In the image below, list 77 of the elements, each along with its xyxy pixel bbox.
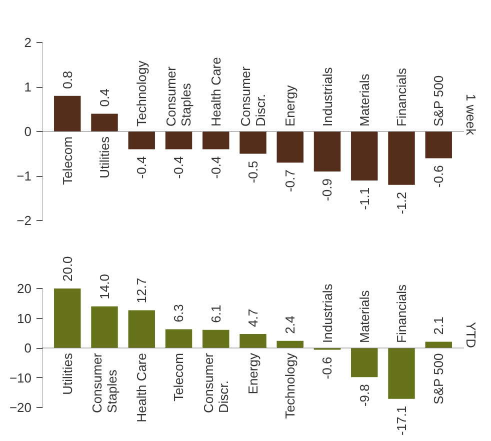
x-tick-label: Materials [356,73,372,126]
bar [240,334,266,348]
data-label: -0.4 [134,156,150,179]
x-tick-label: Consumer Discr. [238,66,268,126]
x-tick-label: Technology [134,60,150,126]
bar [276,132,304,163]
x-tick-label: Materials [356,290,372,343]
x-tick-label: S&P 500 [431,353,446,404]
bar [351,348,378,378]
bar [128,132,155,150]
data-label: 2.4 [282,316,298,334]
x-tick-label: Energy [246,352,260,394]
bar [91,114,118,132]
bar [388,132,415,185]
data-label: -0.6 [320,356,335,380]
bar [240,132,266,154]
y-tick-label: −20 [9,400,32,415]
x-tick-label: Utilities [97,136,112,178]
data-label: -0.4 [208,156,224,179]
data-label: 14.0 [97,274,112,300]
x-tick-label: Industrials [320,66,335,126]
y-tick-label: 2 [24,35,32,50]
data-label: 0.4 [97,88,112,107]
data-label: 6.3 [171,304,186,322]
x-tick-label: Consumer Staples [90,352,120,413]
x-tick-label: Financials [394,284,409,343]
bar [276,340,304,348]
y-tick-label: −10 [9,370,32,386]
y-axis-title: 1 week [464,94,478,136]
bar [202,330,230,348]
data-label: 2.1 [431,316,446,335]
data-label: -0.4 [171,156,186,179]
bar [425,132,452,158]
x-tick-label: Telecom [60,136,75,185]
x-tick-label: Utilities [60,352,75,395]
x-tick-label: Consumer Staples [164,66,194,126]
data-label: -0.5 [246,160,260,184]
bar [351,132,378,180]
x-tick-label: Financials [394,67,409,126]
data-label: 4.7 [246,308,260,328]
bar [91,306,118,348]
data-label: 20.0 [60,256,75,282]
x-tick-label: Industrials [320,283,335,343]
data-label: 12.7 [134,278,150,304]
bar [202,132,230,150]
bar [54,288,81,348]
x-tick-label: Technology [282,352,298,419]
y-tick-label: 10 [17,310,32,326]
bar [165,132,192,150]
data-label: 6.1 [208,304,224,323]
y-axis-title: YTD [464,322,478,348]
data-label: -0.6 [431,165,446,188]
data-label: -9.8 [356,384,372,407]
bar [388,348,415,399]
data-label: -0.7 [282,170,298,192]
data-label: -1.1 [356,187,372,210]
y-tick-label: 20 [17,281,32,296]
bar [165,329,192,348]
data-label: -0.9 [320,178,335,201]
y-tick-label: −2 [16,213,32,228]
bar [128,310,155,348]
x-tick-label: Health Care [208,57,224,126]
x-tick-label: Health Care [134,352,150,422]
data-label: -1.2 [394,192,409,214]
bar [54,96,81,132]
y-tick-label: 0 [24,124,32,139]
bar [425,342,452,348]
bar [314,132,341,172]
y-tick-label: 1 [24,80,32,94]
y-tick-label: −1 [16,168,32,184]
y-tick-label: 0 [24,340,32,356]
x-tick-label: Consumer Discr. [200,352,231,413]
x-tick-label: Telecom [171,352,186,402]
data-label: -17.1 [394,406,409,436]
x-tick-label: Energy [282,84,298,126]
data-label: 0.8 [60,70,75,89]
x-tick-label: S&P 500 [431,75,446,126]
